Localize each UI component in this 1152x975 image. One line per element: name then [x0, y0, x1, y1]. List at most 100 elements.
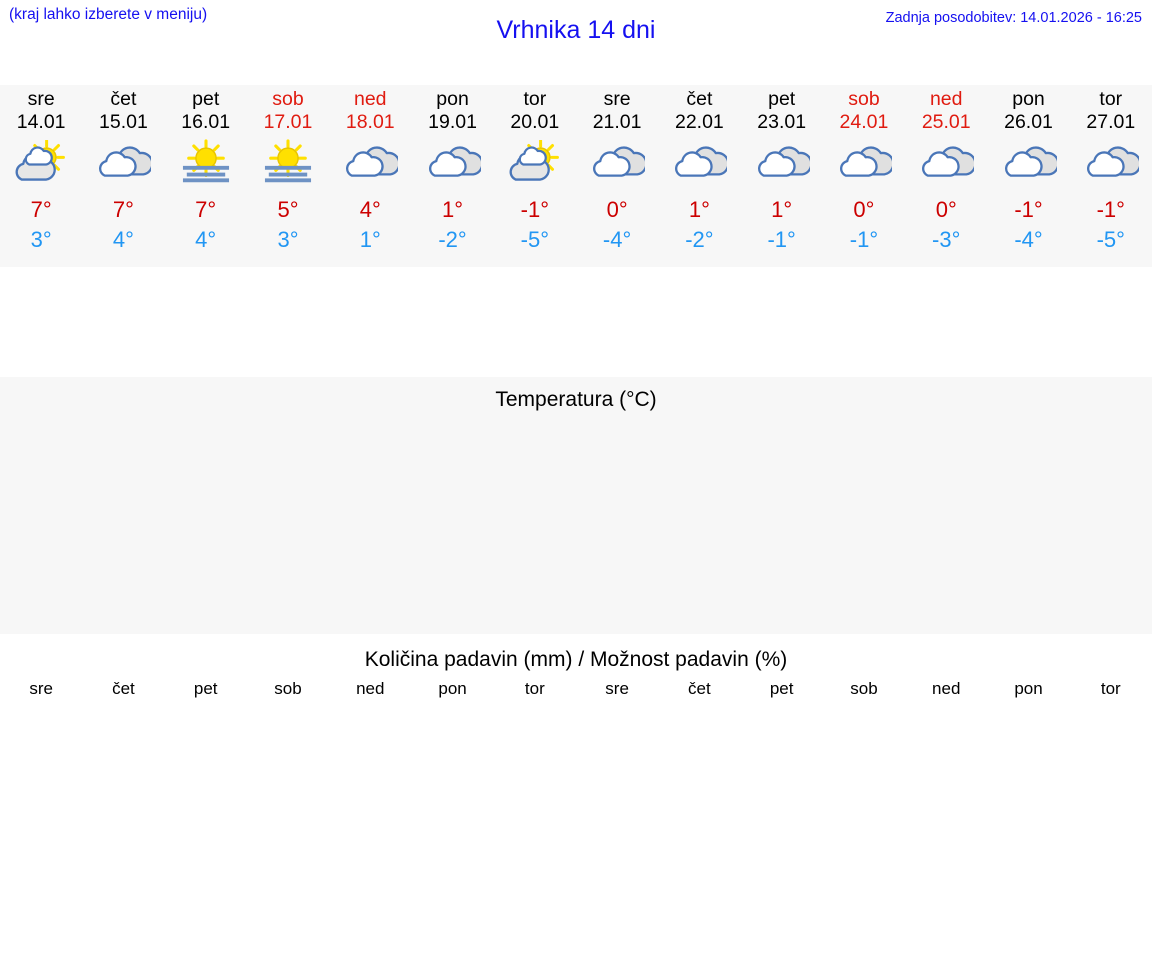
day-column[interactable]: sre 21.01 0° -4° — [576, 85, 658, 267]
day-max-temperature: 7° — [30, 197, 52, 222]
day-of-week-label: ned — [353, 88, 387, 110]
day-min-temperature: -5° — [1096, 227, 1125, 252]
day-of-week-label: sob — [848, 88, 880, 110]
day-min-temperature: 3° — [30, 227, 52, 252]
cloudy-icon — [987, 137, 1069, 189]
day-max-temperature: 1° — [442, 197, 464, 222]
precip-day-label: čet — [688, 679, 711, 698]
day-of-week-label: pon — [436, 88, 469, 110]
day-of-week-label: čet — [110, 88, 137, 110]
menu-hint-text: (kraj lahko izberete v meniju) — [9, 6, 208, 23]
precip-day-label: ned — [356, 679, 385, 698]
day-column[interactable]: čet 22.01 1° -2° — [658, 85, 740, 267]
day-max-temperature: 0° — [853, 197, 875, 222]
day-max-temperature: 7° — [112, 197, 134, 222]
day-max-temperature: 0° — [606, 197, 628, 222]
day-column[interactable]: pon 19.01 1° -2° — [411, 85, 493, 267]
day-of-week-label: pet — [768, 88, 796, 110]
day-of-week-label: sre — [603, 88, 631, 110]
day-column[interactable]: sob 17.01 5° 3° — [247, 85, 329, 267]
last-updated-text: Zadnja posodobitev: 14.01.2026 - 16:25 — [885, 10, 1142, 26]
precip-day-label: sob — [274, 679, 302, 698]
day-min-temperature: 4° — [112, 227, 134, 252]
precip-day-label: pet — [193, 679, 218, 698]
cloudy-icon — [658, 137, 740, 189]
cloudy-icon — [329, 137, 411, 189]
day-min-temperature: -1° — [849, 227, 879, 252]
day-date-label: 24.01 — [839, 111, 889, 133]
panel-divider — [0, 634, 1152, 643]
cloudy-icon — [823, 137, 905, 189]
day-min-temperature: 1° — [359, 227, 381, 252]
day-column[interactable]: pet 23.01 1° -1° — [741, 85, 823, 267]
day-min-temperature: -1° — [767, 227, 796, 252]
day-max-temperature: 1° — [688, 197, 710, 222]
precip-day-label: pon — [1014, 679, 1043, 698]
day-column[interactable]: čet 15.01 7° 4° — [82, 85, 164, 267]
partly-cloudy-icon — [494, 137, 576, 189]
day-column[interactable]: pet 16.01 7° 4° — [165, 85, 247, 267]
day-max-temperature: -1° — [1014, 197, 1043, 222]
day-min-temperature: -2° — [438, 227, 467, 252]
day-date-label: 21.01 — [592, 111, 642, 133]
day-of-week-label: čet — [686, 88, 713, 110]
daily-forecast-strip: sre 14.01 7° 3° čet 15.01 7° 4° pet 16.01 7° 4° sob 1… — [0, 85, 1152, 267]
precip-day-label: sob — [850, 679, 878, 698]
day-min-temperature: -3° — [932, 227, 961, 252]
precipitation-chart-title: Količina padavin (mm) / Možnost padavin … — [364, 648, 788, 671]
day-max-temperature: 5° — [277, 197, 299, 222]
day-min-temperature: -4° — [602, 227, 632, 252]
day-date-label: 27.01 — [1086, 111, 1136, 133]
precip-day-label: čet — [112, 679, 135, 698]
sun-fog-icon — [247, 137, 329, 189]
day-date-label: 23.01 — [757, 111, 807, 133]
sun-fog-icon — [165, 137, 247, 189]
day-date-label: 20.01 — [510, 111, 560, 133]
day-column[interactable]: tor 27.01 -1° -5° — [1070, 85, 1152, 267]
day-of-week-label: ned — [929, 88, 963, 110]
cloudy-icon — [82, 137, 164, 189]
cloudy-icon — [1070, 137, 1152, 189]
day-max-temperature: 0° — [935, 197, 957, 222]
day-min-temperature: -2° — [685, 227, 714, 252]
day-of-week-label: sob — [272, 88, 304, 110]
cloudy-icon — [411, 137, 493, 189]
temperature-chart-panel: Temperatura (°C) 10 5 0 −5 © vreme.us & … — [0, 377, 1152, 975]
precip-day-label: tor — [524, 679, 545, 698]
day-min-temperature: -4° — [1014, 227, 1043, 252]
page-header: (kraj lahko izberete v meniju) Vrhnika 1… — [0, 0, 1152, 78]
precip-day-label: pet — [769, 679, 794, 698]
precip-day-label: tor — [1100, 679, 1121, 698]
day-column[interactable]: tor 20.01 -1° -5° — [494, 85, 576, 267]
day-date-label: 18.01 — [345, 111, 395, 133]
partly-cloudy-icon — [0, 137, 82, 189]
cloudy-icon — [905, 137, 987, 189]
day-date-label: 19.01 — [428, 111, 477, 133]
day-date-label: 22.01 — [674, 111, 724, 133]
day-min-temperature: 4° — [195, 227, 217, 252]
day-max-temperature: -1° — [1096, 197, 1125, 222]
day-column[interactable]: sob 24.01 0° -1° — [823, 85, 905, 267]
day-column[interactable]: ned 18.01 4° 1° — [329, 85, 411, 267]
precipitation-chart-panel: Količina padavin (mm) / Možnost padavin … — [0, 643, 1152, 975]
day-date-label: 26.01 — [1004, 111, 1053, 133]
day-max-temperature: 4° — [359, 197, 381, 222]
precip-day-label: pon — [438, 679, 467, 698]
day-max-temperature: 1° — [771, 197, 793, 222]
precip-day-label: sre — [29, 679, 53, 698]
day-of-week-label: pon — [1012, 88, 1045, 110]
day-of-week-label: sre — [27, 88, 55, 110]
day-column[interactable]: pon 26.01 -1° -4° — [987, 85, 1069, 267]
cloudy-icon — [741, 137, 823, 189]
day-date-label: 15.01 — [99, 111, 148, 133]
precip-day-label: ned — [932, 679, 961, 698]
day-of-week-label: tor — [523, 88, 547, 110]
precip-day-label: sre — [605, 679, 629, 698]
temperature-chart-title: Temperatura (°C) — [495, 388, 657, 411]
day-of-week-label: pet — [192, 88, 220, 110]
day-column[interactable]: sre 14.01 7° 3° — [0, 85, 82, 267]
day-max-temperature: -1° — [520, 197, 549, 222]
day-column[interactable]: ned 25.01 0° -3° — [905, 85, 987, 267]
day-date-label: 17.01 — [263, 111, 313, 133]
